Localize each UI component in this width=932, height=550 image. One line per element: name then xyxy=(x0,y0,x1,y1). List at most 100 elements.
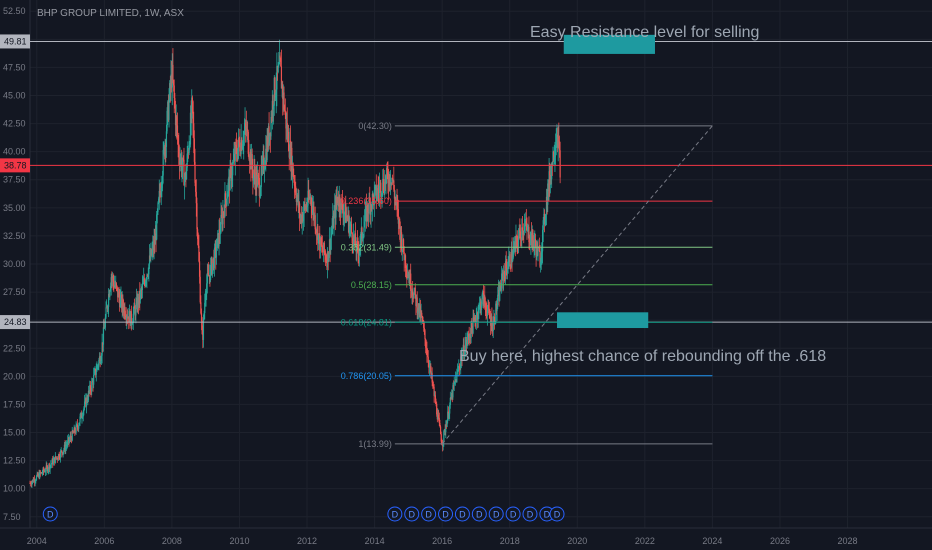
y-tick-label: 42.50 xyxy=(3,119,26,129)
candle-body xyxy=(221,215,223,225)
candle-body xyxy=(429,365,431,367)
candle-body xyxy=(469,336,471,339)
candle-body xyxy=(421,315,423,322)
candle-body xyxy=(49,465,51,470)
candle-body xyxy=(87,400,89,401)
candle-body xyxy=(384,179,386,194)
candle-body xyxy=(330,237,332,251)
candle-body xyxy=(417,303,420,312)
candle-body xyxy=(486,312,488,317)
candle-body xyxy=(516,235,518,237)
candle-body xyxy=(138,290,140,305)
candle-body xyxy=(147,274,149,276)
candle-body xyxy=(371,205,373,209)
candle-body xyxy=(549,175,551,185)
dividend-marker-label: D xyxy=(527,510,534,520)
candle-body xyxy=(192,101,194,124)
candle-body xyxy=(156,214,158,240)
candle-body xyxy=(536,243,538,256)
candle-body xyxy=(208,275,210,277)
candle-body xyxy=(484,295,486,304)
candle-body xyxy=(294,185,296,187)
candle-body xyxy=(407,274,409,278)
candle-body xyxy=(454,379,457,382)
candle-body xyxy=(494,321,496,324)
candle-body xyxy=(165,143,167,147)
candle-body xyxy=(309,196,311,199)
candle-body xyxy=(158,190,160,199)
candle-body xyxy=(512,257,514,262)
candle-body xyxy=(525,221,527,226)
candle-body xyxy=(95,368,97,375)
candle-body xyxy=(485,305,487,313)
dividend-marker xyxy=(549,506,565,522)
candle-body xyxy=(73,427,75,433)
candle-body xyxy=(159,190,161,193)
candle-body xyxy=(36,473,38,477)
candle-body xyxy=(310,197,312,206)
candle-body xyxy=(536,243,538,258)
y-tick-label: 15.00 xyxy=(3,428,26,438)
candle-body xyxy=(65,446,67,451)
candle-body xyxy=(247,129,249,132)
candle-body xyxy=(90,390,92,392)
candle-body xyxy=(51,459,53,464)
candle-body xyxy=(66,444,68,446)
candle-body xyxy=(308,190,310,199)
dividend-marker xyxy=(454,506,470,522)
candle-body xyxy=(215,250,218,258)
candle-body xyxy=(397,205,399,210)
candle-body xyxy=(287,131,289,137)
candle-body xyxy=(135,298,138,304)
candle-body xyxy=(100,355,103,362)
candle-body xyxy=(495,303,497,322)
candle-body xyxy=(128,311,130,322)
dividend-marker xyxy=(438,506,454,522)
candle-body xyxy=(319,233,321,251)
candle-body xyxy=(302,214,304,222)
x-tick-label: 2028 xyxy=(838,536,858,546)
candle-body xyxy=(30,483,32,485)
candle-body xyxy=(532,230,534,241)
candle-body xyxy=(255,172,257,190)
x-tick-label: 2024 xyxy=(702,536,722,546)
candle-body xyxy=(248,158,251,162)
candle-body xyxy=(55,456,57,459)
candle-body xyxy=(91,381,93,382)
candle-body xyxy=(116,286,118,288)
candle-body xyxy=(439,426,442,435)
candle-body xyxy=(197,238,199,246)
candle-body xyxy=(226,194,229,199)
candle-body xyxy=(321,245,323,251)
candle-body xyxy=(42,468,44,474)
candle-body xyxy=(44,471,47,473)
candle-body xyxy=(304,205,307,210)
candle-body xyxy=(105,307,107,318)
candle-body xyxy=(260,186,262,195)
candle-body xyxy=(139,290,142,300)
candle-body xyxy=(71,430,73,441)
candle-body xyxy=(492,323,494,332)
candle-body xyxy=(218,229,220,247)
candle-body xyxy=(75,424,77,433)
candle-body xyxy=(533,243,535,248)
candle-body xyxy=(61,452,64,455)
candle-body xyxy=(41,473,43,474)
candle-body xyxy=(200,313,203,321)
candle-body xyxy=(46,466,49,472)
candle-body xyxy=(120,294,122,298)
candle-body xyxy=(129,311,131,326)
candle-body xyxy=(482,290,485,306)
candle-body xyxy=(228,176,230,183)
y-tick-label: 47.50 xyxy=(3,62,26,72)
price-tag-label: 24.83 xyxy=(4,317,27,327)
candle-body xyxy=(406,274,409,277)
candle-body xyxy=(56,457,58,459)
candle-body xyxy=(235,145,238,154)
candle-body xyxy=(516,236,518,244)
candle-body xyxy=(350,224,353,233)
candle-body xyxy=(293,178,296,186)
candle-body xyxy=(286,123,288,129)
candle-body xyxy=(403,252,405,261)
